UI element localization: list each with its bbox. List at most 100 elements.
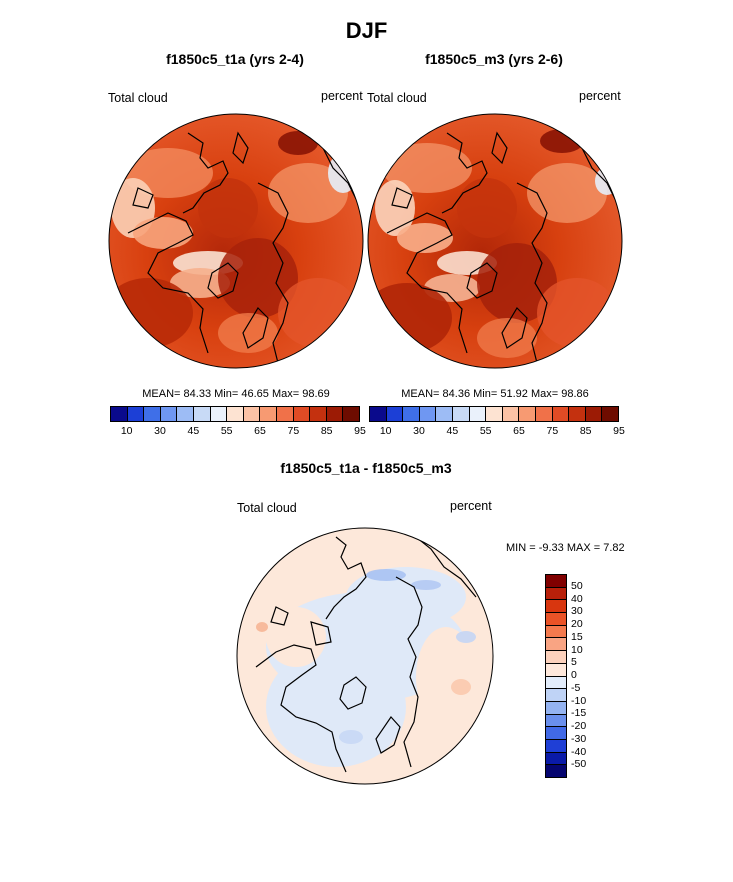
colorbar-swatch — [276, 407, 294, 421]
panel-2-colorbar-ticks: 10 30 45 55 65 75 85 95 — [369, 425, 625, 439]
colorbar-swatch — [293, 407, 311, 421]
colorbar-tick-label: -5 — [571, 681, 581, 694]
colorbar-swatch — [436, 407, 453, 421]
colorbar-swatch — [546, 727, 566, 740]
colorbar-tick-label: 10 — [379, 425, 392, 437]
colorbar-tick-label: 30 — [413, 425, 425, 437]
panel-1-coastlines — [127, 131, 359, 364]
colorbar-tick-label: 10 — [120, 425, 133, 437]
colorbar-swatch — [193, 407, 211, 421]
colorbar-swatch — [602, 407, 618, 421]
colorbar-swatch — [546, 739, 566, 753]
colorbar-swatch — [546, 689, 566, 702]
colorbar-tick-label: 20 — [571, 618, 583, 630]
colorbar-tick-label: 50 — [571, 579, 583, 592]
colorbar-swatch — [260, 407, 277, 421]
colorbar-swatch — [546, 587, 566, 601]
panel-1-colorbar-ticks: 10 30 45 55 65 75 85 95 — [110, 425, 366, 439]
colorbar-swatch — [326, 407, 344, 421]
panel-1-stats: MEAN= 84.33 Min= 46.65 Max= 98.69 — [142, 388, 330, 400]
panel-3-title: f1850c5_t1a - f1850c5_m3 — [280, 460, 452, 476]
colorbar-tick-label: 45 — [446, 425, 459, 437]
colorbar-tick-label: 85 — [579, 425, 592, 437]
panel-2-map — [367, 113, 623, 369]
panel-3-map — [236, 527, 494, 785]
colorbar-tick-label: 75 — [546, 425, 559, 437]
colorbar-tick-label: -50 — [571, 758, 587, 771]
panel-3-diff-field — [237, 528, 493, 784]
panel-2-coastlines — [386, 131, 618, 364]
colorbar-tick-label: 65 — [513, 425, 525, 437]
colorbar-swatch — [486, 407, 503, 421]
colorbar-swatch — [452, 407, 470, 421]
colorbar-swatch — [585, 407, 603, 421]
colorbar-swatch — [546, 575, 566, 588]
colorbar-tick-label: -40 — [571, 745, 587, 758]
colorbar-swatch — [546, 765, 566, 777]
colorbar-swatch — [546, 613, 566, 626]
colorbar-swatch — [160, 407, 178, 421]
panel-3-colorbar — [545, 574, 567, 778]
colorbar-swatch — [569, 407, 586, 421]
panel-2-units-label: percent — [579, 89, 621, 103]
colorbar-tick-label: -20 — [571, 720, 587, 732]
colorbar-tick-label: 55 — [220, 425, 233, 437]
colorbar-tick-label: 30 — [154, 425, 166, 437]
panel-1-variable-label: Total cloud — [108, 91, 168, 105]
colorbar-swatch — [546, 638, 566, 652]
colorbar-swatch — [127, 407, 145, 421]
colorbar-tick-label: 15 — [571, 630, 583, 643]
colorbar-tick-label: 95 — [354, 425, 366, 437]
colorbar-swatch — [419, 407, 437, 421]
colorbar-swatch — [546, 663, 566, 677]
colorbar-tick-label: -10 — [571, 694, 587, 707]
panel-3-stats: MIN = -9.33 MAX = 7.82 — [506, 542, 625, 554]
colorbar-tick-label: -30 — [571, 732, 587, 745]
colorbar-swatch — [535, 407, 553, 421]
colorbar-swatch — [210, 407, 228, 421]
panel-2-colorbar — [369, 406, 619, 422]
colorbar-swatch — [243, 407, 261, 421]
colorbar-swatch — [502, 407, 520, 421]
colorbar-tick-label: 55 — [479, 425, 492, 437]
colorbar-tick-label: 45 — [187, 425, 200, 437]
colorbar-tick-label: 75 — [287, 425, 300, 437]
colorbar-tick-label: 85 — [320, 425, 333, 437]
colorbar-tick-label: 0 — [571, 669, 577, 681]
panel-3-units-label: percent — [450, 499, 492, 513]
colorbar-swatch — [546, 600, 566, 614]
colorbar-swatch — [343, 407, 359, 421]
panel-2-variable-label: Total cloud — [367, 91, 427, 105]
colorbar-tick-label: 5 — [571, 656, 577, 669]
panel-3-colorbar-ticks: 50 40 30 20 15 10 5 0 -5 -10 -15 -20 -30 -40 -50 — [571, 574, 611, 776]
panel-1-colorbar — [110, 406, 360, 422]
colorbar-swatch — [546, 714, 566, 728]
colorbar-swatch — [552, 407, 570, 421]
colorbar-swatch — [469, 407, 487, 421]
colorbar-swatch — [519, 407, 536, 421]
colorbar-swatch — [386, 407, 404, 421]
colorbar-tick-label: 65 — [254, 425, 266, 437]
colorbar-tick-label: 10 — [571, 643, 583, 656]
colorbar-tick-label: 30 — [571, 605, 583, 618]
panel-3-coastlines — [255, 536, 477, 773]
panel-1-title: f1850c5_t1a (yrs 2-4) — [166, 51, 304, 67]
colorbar-swatch — [370, 407, 387, 421]
figure-title: DJF — [345, 18, 388, 43]
colorbar-swatch — [546, 651, 566, 664]
colorbar-tick-label: -15 — [571, 707, 587, 720]
colorbar-swatch — [546, 701, 566, 715]
colorbar-swatch — [111, 407, 128, 421]
panel-2-title: f1850c5_m3 (yrs 2-6) — [425, 51, 563, 67]
panel-1-map — [108, 113, 364, 369]
colorbar-tick-label: 95 — [613, 425, 625, 437]
colorbar-swatch — [546, 752, 566, 766]
colorbar-swatch — [177, 407, 194, 421]
panel-1-units-label: percent — [321, 89, 363, 103]
colorbar-tick-label: 40 — [571, 592, 583, 605]
colorbar-swatch — [546, 625, 566, 639]
colorbar-swatch — [227, 407, 244, 421]
colorbar-swatch — [144, 407, 161, 421]
colorbar-swatch — [403, 407, 420, 421]
colorbar-swatch — [546, 676, 566, 690]
